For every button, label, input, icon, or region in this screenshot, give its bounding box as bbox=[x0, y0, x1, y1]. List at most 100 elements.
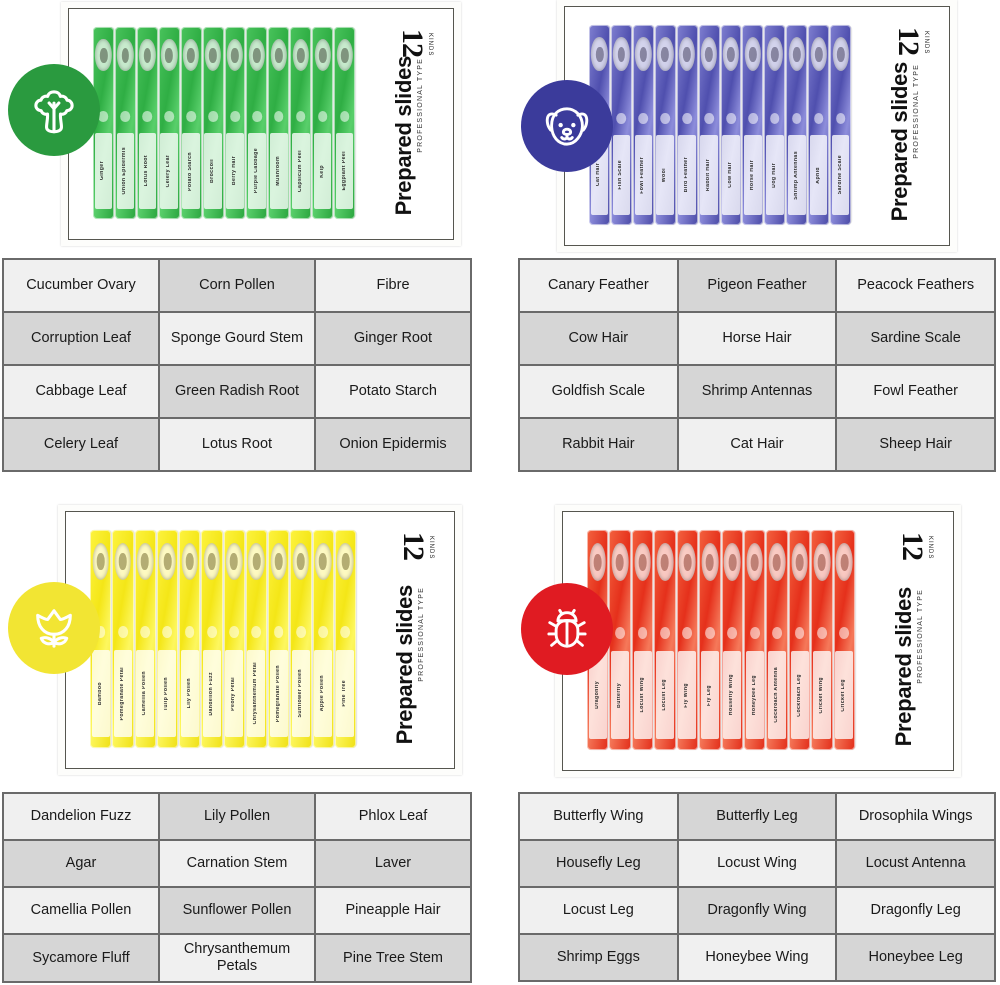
table-cell[interactable]: Potato Starch bbox=[314, 364, 472, 419]
slide-list-table-wrap-flower: Dandelion Fuzz Lily Pollen Phlox Leaf Ag… bbox=[0, 792, 500, 985]
slide-label-strip: Cricket Leg bbox=[835, 651, 854, 739]
microscope-slide: Cockroach Leg bbox=[788, 530, 811, 750]
table-cell[interactable]: Dragonfly Wing bbox=[676, 886, 838, 935]
product-photo-animal[interactable]: Cat Hair Fish Scale Fowl Feather Wool Bird F… bbox=[500, 0, 1000, 258]
brand-title: Prepared slides bbox=[392, 584, 417, 744]
table-cell[interactable]: Butterfly Wing bbox=[518, 792, 679, 841]
table-cell[interactable]: Goldfish Scale bbox=[518, 364, 679, 419]
microscope-slide: Onion Epidermis bbox=[114, 27, 136, 219]
slide-specimen bbox=[766, 37, 783, 71]
slide-label-strip: Mushroom bbox=[270, 132, 288, 210]
slide-center-dot bbox=[813, 113, 824, 124]
kinds-count: 12 KINDS bbox=[892, 27, 929, 55]
slide-specimen bbox=[203, 543, 221, 581]
slide-specimen bbox=[768, 543, 786, 581]
slide-specimen bbox=[788, 37, 805, 71]
product-photo-plant[interactable]: Ginger Onion Epidermis Lotus Root Celery Le… bbox=[0, 0, 500, 258]
category-badge-flower[interactable] bbox=[8, 582, 100, 674]
table-cell[interactable]: Cucumber Ovary bbox=[2, 258, 160, 313]
table-cell[interactable]: Shrimp Antennas bbox=[676, 364, 838, 419]
kinds-word: KINDS bbox=[927, 536, 933, 560]
slide-center-dot bbox=[682, 626, 693, 639]
table-cell[interactable]: Pineapple Hair bbox=[314, 886, 472, 935]
table-cell[interactable]: Pine Tree Stem bbox=[314, 932, 472, 984]
slide-box-flower: Bamboo Pomegranate Petal Camellia Pollen Tu… bbox=[58, 505, 462, 775]
slide-label-text: Dog Hair bbox=[771, 162, 777, 188]
slide-list-table-wrap-insect: Butterfly Wing Butterfly Leg Drosophila … bbox=[500, 792, 1000, 985]
table-cell[interactable]: Green Radish Root bbox=[158, 364, 316, 419]
table-cell[interactable]: Butterfly Leg bbox=[676, 792, 838, 841]
brand-subtitle: PROFESSIONAL TYPE bbox=[917, 588, 924, 684]
slide-label-strip: Berry Hair bbox=[226, 132, 244, 210]
table-cell[interactable]: Ginger Root bbox=[314, 311, 472, 366]
table-cell[interactable]: Locust Wing bbox=[676, 839, 838, 888]
slide-center-dot bbox=[660, 113, 671, 124]
microscope-slide: Peony Petal bbox=[223, 530, 245, 748]
table-cell[interactable]: Housefly Leg bbox=[518, 839, 679, 888]
category-badge-animal[interactable] bbox=[521, 80, 613, 172]
table-cell[interactable]: Corruption Leaf bbox=[2, 311, 160, 366]
slide-label-strip: Pomegranate Petal bbox=[113, 649, 132, 738]
slide-specimen bbox=[722, 37, 740, 71]
table-cell[interactable]: Shrimp Eggs bbox=[518, 933, 679, 982]
slide-specimen bbox=[701, 543, 719, 581]
table-cell[interactable]: Cow Hair bbox=[518, 311, 679, 366]
table-cell[interactable]: Peacock Feathers bbox=[835, 258, 996, 313]
kinds-word: KINDS bbox=[428, 536, 434, 560]
table-cell[interactable]: Carnation Stem bbox=[158, 839, 316, 888]
table-cell[interactable]: Drosophila Wings bbox=[835, 792, 996, 841]
table-cell[interactable]: Chrysanthemum Petals bbox=[158, 932, 316, 984]
category-badge-insect[interactable] bbox=[521, 583, 613, 675]
category-badge-plant[interactable] bbox=[8, 64, 100, 156]
slide-specimen bbox=[832, 37, 849, 71]
table-cell[interactable]: Sunflower Pollen bbox=[158, 886, 316, 935]
slide-center-dot bbox=[251, 625, 262, 638]
table-cell[interactable]: Laver bbox=[314, 839, 472, 888]
microscope-slide: Purple Cabbage bbox=[246, 27, 268, 219]
slide-label-text: Pomegranate Pollen bbox=[275, 664, 281, 723]
table-cell[interactable]: Lotus Root bbox=[158, 417, 316, 472]
table-cell[interactable]: Phlox Leaf bbox=[314, 792, 472, 841]
slide-center-dot bbox=[274, 111, 284, 123]
slide-specimen bbox=[248, 543, 265, 581]
table-cell[interactable]: Corn Pollen bbox=[158, 258, 316, 313]
table-row: Camellia Pollen Sunflower Pollen Pineapp… bbox=[2, 886, 472, 935]
kinds-word: KINDS bbox=[427, 33, 433, 57]
table-cell[interactable]: Onion Epidermis bbox=[314, 417, 472, 472]
product-photo-flower[interactable]: Bamboo Pomegranate Petal Camellia Pollen Tu… bbox=[0, 497, 500, 792]
table-cell[interactable]: Locust Antenna bbox=[835, 839, 996, 888]
table-cell[interactable]: Dragonfly Leg bbox=[835, 886, 996, 935]
product-photo-insect[interactable]: Dragonfly Butterfly Locust Wing Locust Leg F… bbox=[500, 497, 1000, 792]
slide-label-strip: Cricket Wing bbox=[812, 651, 831, 739]
table-cell[interactable]: Celery Leaf bbox=[2, 417, 160, 472]
slide-box-animal: Cat Hair Fish Scale Fowl Feather Wool Bird F… bbox=[557, 0, 957, 252]
table-cell[interactable]: Horse Hair bbox=[676, 311, 838, 366]
table-cell[interactable]: Fowl Feather bbox=[835, 364, 996, 419]
table-cell[interactable]: Dandelion Fuzz bbox=[2, 792, 160, 841]
microscope-slide: Sunflower Pollen bbox=[290, 530, 312, 748]
microscope-slide: Potato Starch bbox=[180, 27, 202, 219]
table-cell[interactable]: Camellia Pollen bbox=[2, 886, 160, 935]
table-cell[interactable]: Pigeon Feather bbox=[676, 258, 838, 313]
table-cell[interactable]: Honeybee Leg bbox=[835, 933, 996, 982]
table-cell[interactable]: Sardine Scale bbox=[835, 311, 996, 366]
table-cell[interactable]: Locust Leg bbox=[518, 886, 679, 935]
table-cell[interactable]: Cabbage Leaf bbox=[2, 364, 160, 419]
table-cell[interactable]: Cat Hair bbox=[676, 417, 838, 472]
slide-label-text: Potato Starch bbox=[188, 151, 194, 191]
slide-center-dot bbox=[120, 111, 131, 123]
slide-label-strip: Pine Tree bbox=[336, 649, 355, 738]
slide-label-strip: Locust Wing bbox=[633, 651, 652, 739]
slide-label-text: Cockroach Antenna bbox=[774, 667, 780, 723]
box-branding-animal: 12 KINDS Prepared slides PROFESSIONAL TY… bbox=[859, 23, 935, 229]
table-cell[interactable]: Sheep Hair bbox=[835, 417, 996, 472]
table-cell[interactable]: Canary Feather bbox=[518, 258, 679, 313]
table-cell[interactable]: Sycamore Fluff bbox=[2, 932, 160, 984]
kinds-number: 12 bbox=[396, 29, 429, 57]
table-cell[interactable]: Lily Pollen bbox=[158, 792, 316, 841]
table-cell[interactable]: Agar bbox=[2, 839, 160, 888]
table-cell[interactable]: Fibre bbox=[314, 258, 472, 313]
table-cell[interactable]: Honeybee Wing bbox=[676, 933, 838, 982]
table-cell[interactable]: Sponge Gourd Stem bbox=[158, 311, 316, 366]
table-cell[interactable]: Rabbit Hair bbox=[518, 417, 679, 472]
